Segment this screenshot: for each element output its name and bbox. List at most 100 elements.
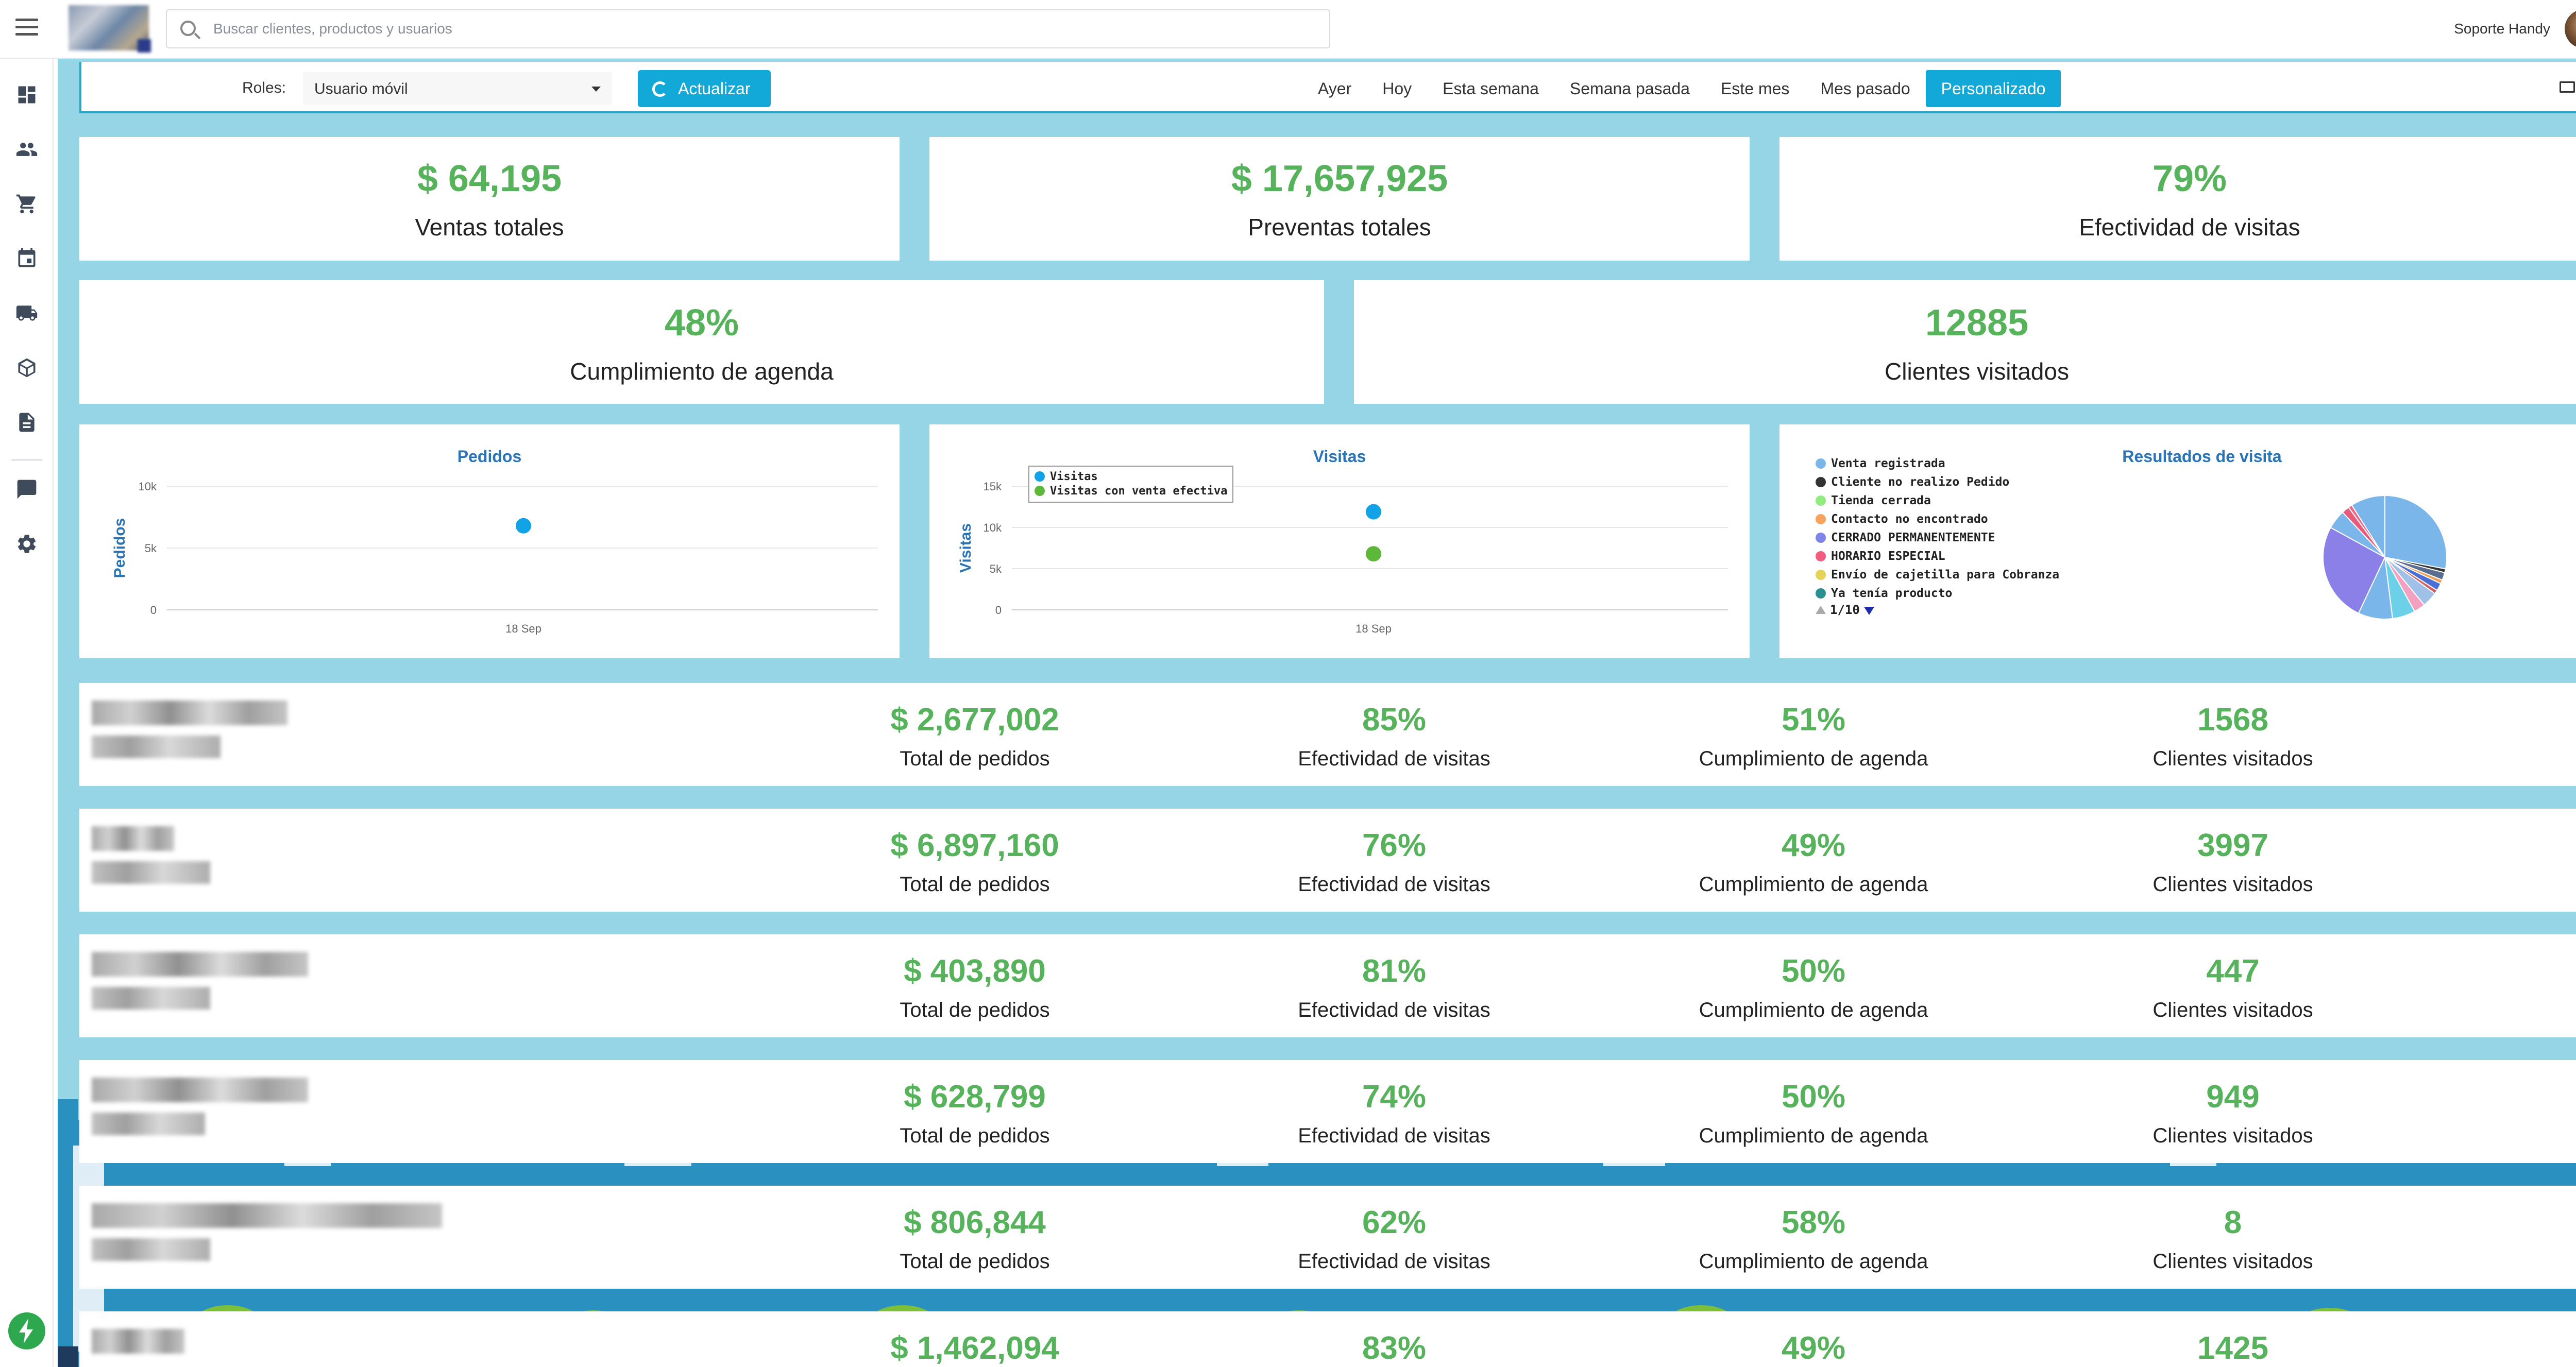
- pie-slice[interactable]: [2384, 494, 2447, 570]
- users-icon[interactable]: [15, 138, 38, 161]
- cart-icon[interactable]: [15, 193, 38, 215]
- kpi-preventas-totales: $ 17,657,925 Preventas totales: [929, 137, 1750, 261]
- row-stat-total: $ 6,897,160 Total de pedidos: [794, 827, 1155, 896]
- row-stat-value: 85%: [1362, 702, 1427, 738]
- box-icon[interactable]: [15, 356, 38, 379]
- chart-pedidos: Pedidos 10k 5k 0 18 Sep Pedidos: [79, 424, 900, 658]
- row-stat-value: 62%: [1362, 1205, 1427, 1240]
- user-name[interactable]: Soporte Handy: [2454, 21, 2550, 37]
- bolt-icon[interactable]: [8, 1312, 45, 1349]
- kpi-label: Cumplimiento de agenda: [570, 358, 834, 385]
- user-row[interactable]: $ 403,890 Total de pedidos 81% Efectividad …: [79, 934, 2576, 1037]
- filter-mes-pasado[interactable]: Mes pasado: [1820, 79, 1910, 98]
- chart-title: Pedidos: [457, 447, 522, 466]
- row-stat-cumplimiento: 58% Cumplimiento de agenda: [1633, 1204, 1994, 1273]
- row-stat-label: Total de pedidos: [900, 1124, 1050, 1147]
- row-stat-value: 50%: [1781, 1079, 1846, 1115]
- row-stat-label: Efectividad de visitas: [1298, 1124, 1490, 1147]
- search-input[interactable]: [213, 18, 1295, 40]
- chart-resultados-visita: Resultados de visita Venta registrada Cl…: [1780, 424, 2576, 658]
- row-stat-value: 1568: [2197, 702, 2268, 738]
- legend-pager[interactable]: 1/10: [1816, 603, 2059, 617]
- chat-icon[interactable]: [15, 478, 38, 501]
- row-stat-value: $ 2,677,002: [890, 702, 1059, 738]
- row-stat-value: 58%: [1781, 1205, 1846, 1240]
- legend-item[interactable]: Cliente no realizo Pedido: [1816, 473, 2059, 491]
- document-icon[interactable]: [15, 411, 38, 434]
- roles-select[interactable]: Usuario móvil: [303, 72, 612, 105]
- user-row[interactable]: $ 1,462,094 83% 49% 1425: [79, 1311, 2576, 1367]
- row-stat-label: Cumplimiento de agenda: [1699, 1250, 1928, 1273]
- kpi-ventas-totales: $ 64,195 Ventas totales: [79, 137, 900, 261]
- caret-down-icon: [591, 87, 601, 92]
- row-stat-total: $ 806,844 Total de pedidos: [794, 1204, 1155, 1273]
- row-stat-cumplimiento: 49%: [1633, 1330, 1994, 1366]
- row-stat-value: 1425: [2197, 1330, 2268, 1366]
- legend-item[interactable]: Ya tenía producto: [1816, 584, 2059, 603]
- calendar-icon[interactable]: [15, 247, 38, 270]
- row-stat-clientes: 949 Clientes visitados: [2053, 1079, 2413, 1148]
- row-stat-label: Efectividad de visitas: [1298, 873, 1490, 896]
- user-name-redacted: [92, 1203, 442, 1275]
- dashboard-icon[interactable]: [15, 83, 38, 106]
- kpi-label: Efectividad de visitas: [2079, 214, 2300, 241]
- refresh-icon: [652, 81, 668, 97]
- user-row[interactable]: $ 806,844 Total de pedidos 62% Efectividad …: [79, 1186, 2576, 1289]
- row-stat-label: Total de pedidos: [900, 873, 1050, 896]
- legend-item[interactable]: Tienda cerrada: [1816, 491, 2059, 510]
- filter-ayer[interactable]: Ayer: [1318, 79, 1352, 98]
- filter-este-mes[interactable]: Este mes: [1720, 79, 1790, 98]
- y-tick: 5k: [990, 562, 1002, 575]
- row-stat-value: 81%: [1362, 953, 1427, 989]
- pie-slice[interactable]: [2351, 494, 2385, 559]
- view-toggle[interactable]: [2560, 76, 2576, 97]
- update-button[interactable]: Actualizar: [638, 70, 771, 107]
- filter-personalizado[interactable]: Personalizado: [1925, 70, 2061, 107]
- row-stat-cumplimiento: 51% Cumplimiento de agenda: [1633, 702, 1994, 771]
- monitor-icon[interactable]: [2560, 81, 2575, 93]
- filter-esta-semana[interactable]: Esta semana: [1443, 79, 1539, 98]
- user-name-redacted: [92, 700, 308, 773]
- user-row[interactable]: $ 2,677,002 Total de pedidos 85% Efectivida…: [79, 683, 2576, 786]
- avatar[interactable]: [2565, 9, 2576, 48]
- chart-title: Resultados de visita: [2122, 447, 2282, 466]
- legend-item[interactable]: Visitas con venta efectiva: [1035, 484, 1227, 499]
- row-stat-total: $ 628,799 Total de pedidos: [794, 1079, 1155, 1148]
- gear-icon[interactable]: [15, 533, 38, 555]
- legend-item[interactable]: CERRADO PERMANENTEMENTE: [1816, 528, 2059, 547]
- row-stat-value: 3997: [2197, 828, 2268, 863]
- search-bar[interactable]: [166, 9, 1330, 48]
- row-stat-value: 49%: [1781, 1330, 1846, 1366]
- legend-item[interactable]: Contacto no encontrado: [1816, 510, 2059, 528]
- legend-item[interactable]: HORARIO ESPECIAL: [1816, 547, 2059, 566]
- row-stat-value: 49%: [1781, 828, 1846, 863]
- search-icon: [180, 21, 196, 36]
- row-stat-value: 8: [2224, 1205, 2242, 1240]
- company-logo[interactable]: [69, 5, 151, 53]
- legend-item[interactable]: Visitas: [1035, 470, 1227, 484]
- filter-toolbar: Roles: Usuario móvil Actualizar Ayer Hoy…: [79, 62, 2576, 113]
- row-stat-label: Cumplimiento de agenda: [1699, 873, 1928, 896]
- row-stat-clientes: 3997 Clientes visitados: [2053, 827, 2413, 896]
- row-stat-value: 50%: [1781, 953, 1846, 989]
- filter-semana-pasada[interactable]: Semana pasada: [1569, 79, 1690, 98]
- row-stat-label: Clientes visitados: [2153, 1124, 2313, 1147]
- legend-item[interactable]: Envío de cajetilla para Cobranza: [1816, 566, 2059, 584]
- hamburger-menu-icon[interactable]: [15, 19, 38, 37]
- row-stat-label: Cumplimiento de agenda: [1699, 999, 1928, 1021]
- user-row[interactable]: $ 628,799 Total de pedidos 74% Efectividad …: [79, 1060, 2576, 1163]
- filter-hoy[interactable]: Hoy: [1382, 79, 1412, 98]
- user-row[interactable]: $ 6,897,160 Total de pedidos 76% Efectivida…: [79, 809, 2576, 912]
- legend-item[interactable]: Venta registrada: [1816, 454, 2059, 473]
- user-name-redacted: [92, 1078, 308, 1150]
- row-stat-efectividad: 76% Efectividad de visitas: [1214, 827, 1574, 896]
- row-stat-label: Efectividad de visitas: [1298, 999, 1490, 1021]
- row-stat-value: 447: [2206, 953, 2260, 989]
- row-stat-value: 949: [2206, 1079, 2260, 1115]
- x-tick: 18 Sep: [1355, 622, 1392, 635]
- kpi-label: Preventas totales: [1248, 214, 1431, 241]
- x-tick: 18 Sep: [505, 622, 541, 635]
- kpi-value: 79%: [2152, 158, 2227, 199]
- truck-icon[interactable]: [15, 302, 38, 324]
- y-tick: 5k: [145, 542, 157, 555]
